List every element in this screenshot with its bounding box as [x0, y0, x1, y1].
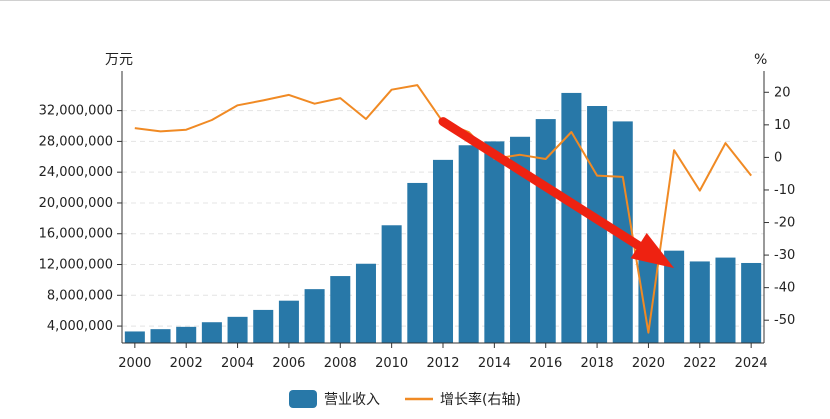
- x-tick-label: 2012: [426, 356, 459, 371]
- revenue-bar: [227, 316, 248, 343]
- revenue-bar: [355, 263, 376, 343]
- revenue-bar: [484, 141, 505, 343]
- revenue-bar: [176, 326, 197, 343]
- right-tick-label: -20: [774, 216, 795, 231]
- revenue-bar: [304, 289, 325, 343]
- revenue-bar: [407, 182, 428, 343]
- right-tick-label: 0: [774, 150, 782, 165]
- legend-bar-swatch: [289, 390, 317, 408]
- left-tick-label: 16,000,000: [39, 227, 113, 242]
- revenue-bar: [458, 145, 479, 343]
- bar-series: [124, 92, 762, 344]
- revenue-bar: [561, 92, 582, 344]
- revenue-bar: [535, 119, 556, 343]
- revenue-bar: [330, 276, 351, 343]
- axes: 4,000,000 8,000,000 12,000,000 16,000,000 20…: [39, 71, 795, 371]
- right-axis-unit: %: [754, 52, 767, 68]
- revenue-bar: [741, 262, 762, 343]
- x-tick-label: 2016: [529, 356, 562, 371]
- x-tick-label: 2002: [170, 356, 203, 371]
- revenue-bar: [664, 250, 685, 343]
- right-tick-label: 20: [774, 85, 791, 100]
- x-tick-label: 2018: [581, 356, 614, 371]
- right-tick-label: -30: [774, 248, 795, 263]
- x-tick-label: 2024: [735, 356, 768, 371]
- x-tick-label: 2008: [324, 356, 357, 371]
- revenue-bar: [715, 257, 736, 343]
- x-tick-label: 2004: [221, 356, 254, 371]
- legend-line-label: 增长率(右轴): [440, 391, 521, 408]
- trend-arrow-shaft: [438, 117, 644, 251]
- revenue-bar: [689, 261, 710, 343]
- trend-arrow-annotation: [438, 117, 675, 269]
- revenue-bar: [278, 300, 299, 343]
- x-tick-label: 2000: [118, 356, 151, 371]
- legend: 营业收入 增长率(右轴): [289, 390, 521, 408]
- legend-bar-label: 营业收入: [324, 392, 380, 408]
- revenue-bar: [201, 322, 222, 343]
- left-tick-label: 20,000,000: [39, 196, 113, 211]
- x-tick-label: 2014: [478, 356, 511, 371]
- revenue-bar: [638, 249, 659, 343]
- left-tick-label: 32,000,000: [39, 104, 113, 119]
- revenue-bar: [253, 309, 274, 343]
- x-tick-label: 2022: [683, 356, 716, 371]
- revenue-bar: [124, 331, 145, 343]
- revenue-bar: [432, 159, 454, 343]
- x-tick-label: 2020: [632, 356, 665, 371]
- right-tick-label: 10: [774, 118, 791, 133]
- x-tick-label: 2010: [375, 356, 408, 371]
- revenue-bar: [510, 136, 531, 343]
- right-tick-label: -50: [774, 313, 795, 328]
- left-tick-label: 12,000,000: [39, 258, 113, 273]
- x-tick-label: 2006: [272, 356, 305, 371]
- trend-arrow-head: [630, 233, 675, 269]
- left-axis-unit: 万元: [105, 52, 133, 68]
- left-tick-label: 28,000,000: [39, 134, 113, 149]
- left-tick-label: 4,000,000: [47, 319, 113, 334]
- revenue-bar: [150, 329, 171, 343]
- left-tick-label: 24,000,000: [39, 165, 113, 180]
- right-tick-label: -40: [774, 281, 795, 296]
- left-tick-label: 8,000,000: [47, 288, 113, 303]
- right-tick-label: -10: [774, 183, 795, 198]
- revenue-bar: [381, 225, 402, 343]
